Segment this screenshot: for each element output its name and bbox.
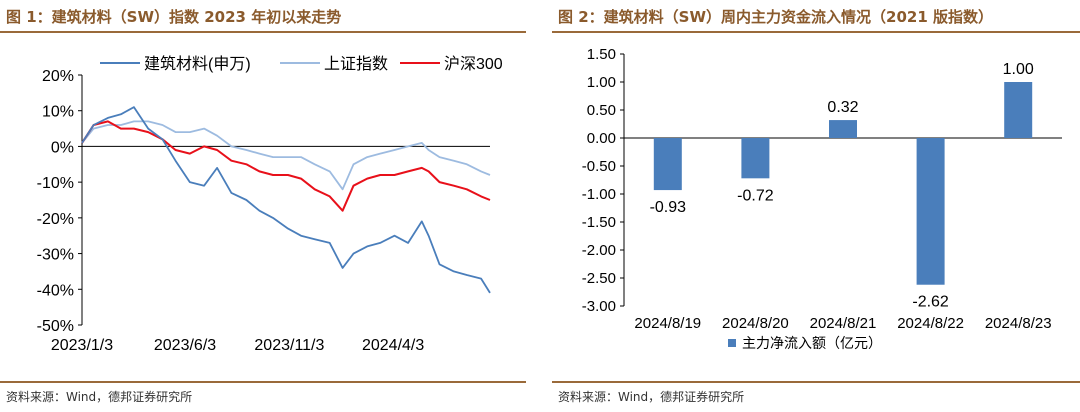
data-label-2024/8/20: -0.72 xyxy=(737,187,774,204)
figure-1-bottom-rule xyxy=(0,381,526,383)
bar-2024/8/19 xyxy=(653,138,682,191)
y-tick-label: 10% xyxy=(42,104,74,121)
y-tick-label: 20% xyxy=(42,68,74,85)
bar-2024/8/22 xyxy=(916,138,945,285)
figure-2-source: 资料来源：Wind，德邦证券研究所 xyxy=(558,390,745,404)
data-label-2024/8/19: -0.93 xyxy=(650,199,687,216)
y-tick-label: -20% xyxy=(37,211,74,228)
bar-2024/8/23 xyxy=(1004,82,1033,138)
figure-2-title: 图 2：建筑材料（SW）周内主力资金流入情况（2021 版指数） xyxy=(558,8,993,26)
legend-label-1: 建筑材料(申万) xyxy=(144,55,251,73)
y-tick-label: -2.50 xyxy=(582,270,616,287)
legend-swatch xyxy=(728,339,736,347)
y-tick-label: -1.50 xyxy=(582,214,616,231)
bar-2024/8/21 xyxy=(829,120,857,138)
x-tick-label: 2024/8/21 xyxy=(810,315,877,332)
bar-chart: 1.50 1.00 0.50 0.00 -0.50 -1.00 -1.50 -2.00 -2.5… xyxy=(582,46,1062,351)
y-tick-label: -10% xyxy=(37,175,74,192)
y-tick-label: -3.00 xyxy=(582,298,616,315)
legend-label-3: 沪深300 xyxy=(444,55,503,73)
y-tick-label: -0.50 xyxy=(582,158,616,175)
figure-1-title: 图 1：建筑材料（SW）指数 2023 年初以来走势 xyxy=(6,8,342,26)
x-tick-label: 2023/11/3 xyxy=(254,337,324,354)
y-tick-label: 1.00 xyxy=(587,74,616,91)
legend-label-2: 上证指数 xyxy=(324,55,388,73)
data-label-2024/8/23: 1.00 xyxy=(1003,61,1034,78)
x-tick-label: 2024/4/3 xyxy=(362,337,424,354)
y-tick-label: 0% xyxy=(51,139,74,156)
bar-2024/8/20 xyxy=(741,138,770,179)
x-tick-label: 2023/1/3 xyxy=(51,337,113,354)
legend-label: 主力净流入额（亿元） xyxy=(742,335,882,351)
y-tick-label: 0.50 xyxy=(587,102,616,119)
series-line-1 xyxy=(81,106,491,294)
figure-2-bottom-rule xyxy=(552,381,1080,383)
figure-1-panel: 图 1：建筑材料（SW）指数 2023 年初以来走势 20% 10% 0% -10% -… xyxy=(0,0,526,412)
x-tick-label: 2024/8/22 xyxy=(897,315,964,332)
y-tick-label: -2.00 xyxy=(582,242,616,259)
y-tick-label: 0.00 xyxy=(587,130,616,147)
y-tick-label: 1.50 xyxy=(587,46,616,63)
data-label-2024/8/21: 0.32 xyxy=(827,99,858,116)
series-line-2 xyxy=(81,120,491,191)
x-tick-label: 2024/8/20 xyxy=(722,315,789,332)
line-chart: 20% 10% 0% -10% -20% -30% -40% -50% 2023/1/3 2023… xyxy=(37,55,503,354)
figure-2-panel: 图 2：建筑材料（SW）周内主力资金流入情况（2021 版指数） 1.50 1.0… xyxy=(552,0,1080,412)
x-tick-label: 2024/8/19 xyxy=(634,315,701,332)
figure-1-source: 资料来源：Wind，德邦证券研究所 xyxy=(6,390,193,404)
y-tick-label: -1.00 xyxy=(582,186,616,203)
x-tick-label: 2024/8/23 xyxy=(985,315,1052,332)
y-tick-label: -30% xyxy=(37,247,74,264)
figure-2-top-rule xyxy=(552,31,1080,33)
x-tick-label: 2023/6/3 xyxy=(154,337,216,354)
series-line-3 xyxy=(81,120,491,212)
data-label-2024/8/22: -2.62 xyxy=(912,294,949,311)
y-tick-label: -40% xyxy=(37,282,74,299)
figure-1-top-rule xyxy=(0,31,526,33)
y-tick-label: -50% xyxy=(37,318,74,335)
